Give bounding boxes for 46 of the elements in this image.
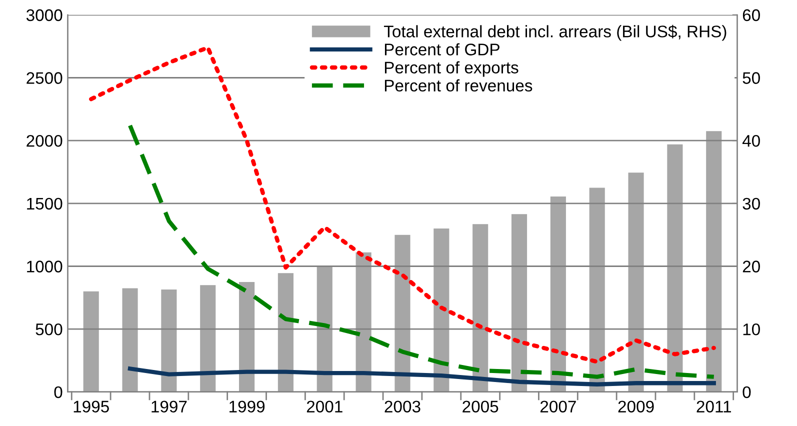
bar [628,172,644,392]
bar [472,224,488,392]
bar [706,131,722,392]
y2-tick-label: 60 [742,9,760,22]
bar [239,282,255,392]
y2-tick-label: 20 [742,260,760,272]
legend-label: Percent of exports [384,61,518,77]
line-series [128,123,716,379]
y2-tick-label: 0 [742,386,751,398]
y-tick-label: 2000 [26,134,62,147]
bar [550,196,566,392]
y-tick-label: 1000 [27,260,62,272]
line-series [128,366,716,386]
y2-tick-label: 10 [743,323,760,336]
legend-label: Total external debt incl. arrears (Bil US$, RHS) [384,24,726,41]
y-tick-label: 0 [54,386,62,398]
x-tick-label: 1995 [74,400,109,412]
x-tick-label: 2003 [384,400,420,412]
legend-label: Percent of revenues [384,79,532,92]
legend-label: Percent of GDP [384,43,500,56]
bar [200,285,216,392]
bar [161,290,177,392]
x-tick-label: 1997 [152,400,187,412]
y-tick-label: 2500 [26,72,62,84]
x-tick-label: 2007 [540,400,576,412]
bar [667,144,683,392]
x-tick-label: 2001 [306,400,342,412]
bar [122,288,138,392]
bar [589,188,605,392]
bar [356,252,372,392]
x-tick-label: 2009 [618,400,654,412]
x-tick-label: 1999 [230,400,265,412]
y-tick-label: 500 [36,323,62,336]
y-tick-label: 1500 [27,198,62,210]
bar [511,214,528,392]
x-tick-label: 2005 [462,400,498,412]
bar [434,228,450,392]
x-tick-label: 2011 [696,400,731,412]
bar [316,266,332,392]
bar [278,273,294,392]
bar [394,234,410,392]
y2-tick-label: 40 [742,134,760,147]
y-tick-label: 3000 [26,9,62,22]
y2-tick-label: 30 [742,198,760,210]
bar [83,291,99,392]
y2-tick-label: 50 [742,72,760,84]
